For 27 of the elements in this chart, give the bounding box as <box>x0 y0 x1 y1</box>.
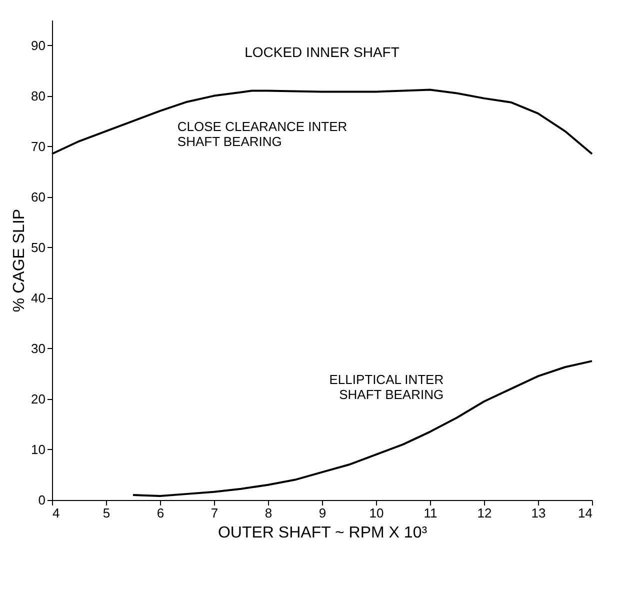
x-tick-label: 10 <box>369 506 384 520</box>
y-tick-label: 10 <box>31 442 46 457</box>
x-tick-label: 5 <box>102 506 110 520</box>
y-axis-title: % CAGE SLIP <box>11 208 28 312</box>
x-tick-label: 11 <box>424 506 438 520</box>
y-tick-label: 0 <box>38 492 46 508</box>
annotation: CLOSE CLEARANCE INTER SHAFT BEARING <box>177 118 348 149</box>
x-tick-label: 13 <box>531 506 546 520</box>
annotation: ELLIPTICAL INTER SHAFT BEARING <box>329 372 444 402</box>
x-tick-label: 4 <box>52 506 60 520</box>
line-series <box>132 360 593 497</box>
y-tick-label: 70 <box>31 138 46 154</box>
x-tick-label: 7 <box>210 506 218 520</box>
text: LOCKED INNER SHAFT <box>244 44 400 60</box>
x-tick-label: 6 <box>156 506 164 520</box>
x-tick-label: 9 <box>318 506 326 520</box>
y-tick-label: 80 <box>31 88 46 104</box>
x-tick-label: 12 <box>477 506 492 520</box>
y-tick-label: 40 <box>31 290 46 306</box>
y-tick-label: 20 <box>31 391 46 406</box>
x-tick-label: 14 <box>578 506 592 520</box>
x-tick-label: 8 <box>264 506 272 520</box>
y-tick-label: 90 <box>31 38 46 53</box>
y-tick-label: 60 <box>31 189 46 204</box>
y-tick-label: 50 <box>31 240 46 255</box>
y-tick-label: 30 <box>31 340 46 356</box>
x-axis-title: OUTER SHAFT ~ RPM X 10³ <box>218 524 428 542</box>
